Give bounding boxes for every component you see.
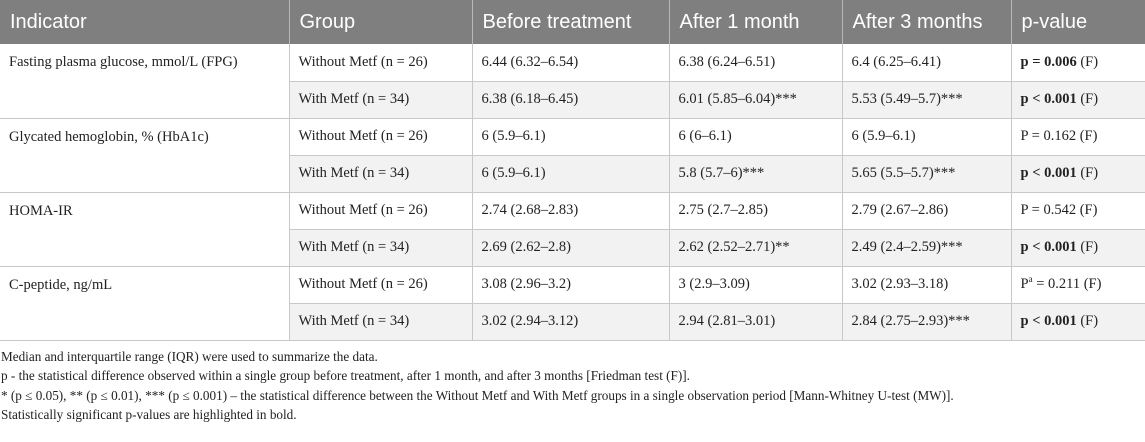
results-table-figure: Indicator Group Before treatment After 1…	[0, 0, 1145, 425]
month3-cell: 2.49 (2.4–2.59)***	[842, 229, 1012, 267]
before-cell: 6.44 (6.32–6.54)	[472, 44, 670, 82]
group-cell: With Metf (n = 34)	[289, 155, 473, 193]
header-before-treatment: Before treatment	[472, 0, 670, 44]
p-value-lead: P	[1020, 276, 1029, 292]
p-value-suffix: (F)	[1076, 239, 1099, 255]
table-row: With Metf (n = 34) 3.02 (2.94–3.12) 2.94…	[0, 303, 1145, 341]
before-cell: 6 (5.9–6.1)	[472, 155, 670, 193]
group-cell: Without Metf (n = 26)	[289, 266, 473, 304]
month3-cell: 2.84 (2.75–2.93)***	[842, 303, 1012, 341]
p-value-bold: p < 0.001	[1020, 165, 1077, 181]
month1-cell: 3 (2.9–3.09)	[669, 266, 843, 304]
p-value-suffix: (F)	[1076, 53, 1099, 70]
before-cell: 6 (5.9–6.1)	[472, 118, 670, 156]
footnote-mann-whitney: * (p ≤ 0.05), ** (p ≤ 0.01), *** (p ≤ 0.…	[1, 387, 954, 403]
table-footnotes: Median and interquartile range (IQR) wer…	[0, 341, 1145, 425]
before-cell: 3.02 (2.94–3.12)	[472, 303, 670, 341]
before-cell: 2.69 (2.62–2.8)	[472, 229, 670, 267]
group-cell: With Metf (n = 34)	[289, 81, 473, 119]
header-group: Group	[289, 0, 473, 44]
group-cell: Without Metf (n = 26)	[289, 192, 473, 230]
before-cell: 6.38 (6.18–6.45)	[472, 81, 670, 119]
p-value-bold: p < 0.001	[1020, 313, 1077, 329]
p-value-cell: p < 0.001 (F)	[1011, 229, 1145, 267]
p-value-cell: P = 0.162 (F)	[1011, 118, 1145, 156]
group-cell: Without Metf (n = 26)	[289, 118, 473, 156]
table-row: With Metf (n = 34) 6.38 (6.18–6.45) 6.01…	[0, 81, 1145, 119]
p-value-superscript: a	[1028, 274, 1033, 285]
before-cell: 2.74 (2.68–2.83)	[472, 192, 670, 230]
p-value-suffix: (F)	[1076, 91, 1099, 107]
table-row: With Metf (n = 34) 2.69 (2.62–2.8) 2.62 …	[0, 229, 1145, 267]
table-row: HOMA-IR Without Metf (n = 26) 2.74 (2.68…	[0, 192, 1145, 267]
table-row: Fasting plasma glucose, mmol/L (FPG) Wit…	[0, 44, 1145, 119]
month3-cell: 3.02 (2.93–3.18)	[842, 266, 1012, 304]
table-row: Glycated hemoglobin, % (HbA1c) Without M…	[0, 118, 1145, 193]
p-value-cell: p < 0.001 (F)	[1011, 81, 1145, 119]
p-value-cell: p < 0.001 (F)	[1011, 303, 1145, 341]
header-after-3-months: After 3 months	[842, 0, 1012, 44]
month1-cell: 6 (6–6.1)	[669, 118, 843, 156]
results-table: Indicator Group Before treatment After 1…	[0, 0, 1145, 341]
month1-cell: 2.62 (2.52–2.71)**	[669, 229, 843, 267]
group-cell: Without Metf (n = 26)	[289, 44, 473, 82]
month1-cell: 2.94 (2.81–3.01)	[669, 303, 843, 341]
p-value-cell: P = 0.542 (F)	[1011, 192, 1145, 230]
header-indicator: Indicator	[0, 0, 290, 44]
month1-cell: 5.8 (5.7–6)***	[669, 155, 843, 193]
table-row: With Metf (n = 34) 6 (5.9–6.1) 5.8 (5.7–…	[0, 155, 1145, 193]
p-value-cell: p < 0.001 (F)	[1011, 155, 1145, 193]
p-value-cell: p = 0.006 (F)	[1011, 44, 1145, 82]
month3-cell: 5.65 (5.5–5.7)***	[842, 155, 1012, 193]
group-cell: With Metf (n = 34)	[289, 229, 473, 267]
footnote-bold: Statistically significant p-values are h…	[1, 407, 297, 422]
p-value-cell: Pa = 0.211 (F)	[1011, 266, 1145, 304]
month3-cell: 6 (5.9–6.1)	[842, 118, 1012, 156]
p-value-bold: p < 0.001	[1020, 239, 1077, 255]
month1-cell: 2.75 (2.7–2.85)	[669, 192, 843, 230]
month1-cell: 6.01 (5.85–6.04)***	[669, 81, 843, 119]
p-value-bold: p < 0.001	[1020, 91, 1077, 107]
before-cell: 3.08 (2.96–3.2)	[472, 266, 670, 304]
table-row: C-peptide, ng/mL Without Metf (n = 26) 3…	[0, 266, 1145, 341]
month3-cell: 2.79 (2.67–2.86)	[842, 192, 1012, 230]
header-after-1-month: After 1 month	[669, 0, 843, 44]
month3-cell: 5.53 (5.49–5.7)***	[842, 81, 1012, 119]
indicator-cell: HOMA-IR	[0, 192, 290, 267]
footnote-summary: Median and interquartile range (IQR) wer…	[1, 348, 378, 364]
group-cell: With Metf (n = 34)	[289, 303, 473, 341]
p-value-suffix: (F)	[1076, 313, 1099, 329]
header-row: Indicator Group Before treatment After 1…	[0, 0, 1145, 44]
footnote-friedman: p - the statistical difference observed …	[1, 368, 690, 383]
p-value-suffix: = 0.211 (F)	[1032, 276, 1102, 292]
header-p-value: p-value	[1011, 0, 1145, 44]
p-value-bold: p = 0.006	[1020, 53, 1077, 70]
indicator-cell: C-peptide, ng/mL	[0, 266, 290, 341]
indicator-cell: Glycated hemoglobin, % (HbA1c)	[0, 118, 290, 193]
month3-cell: 6.4 (6.25–6.41)	[842, 44, 1012, 82]
indicator-cell: Fasting plasma glucose, mmol/L (FPG)	[0, 44, 290, 119]
month1-cell: 6.38 (6.24–6.51)	[669, 44, 843, 82]
p-value-suffix: (F)	[1076, 165, 1099, 181]
